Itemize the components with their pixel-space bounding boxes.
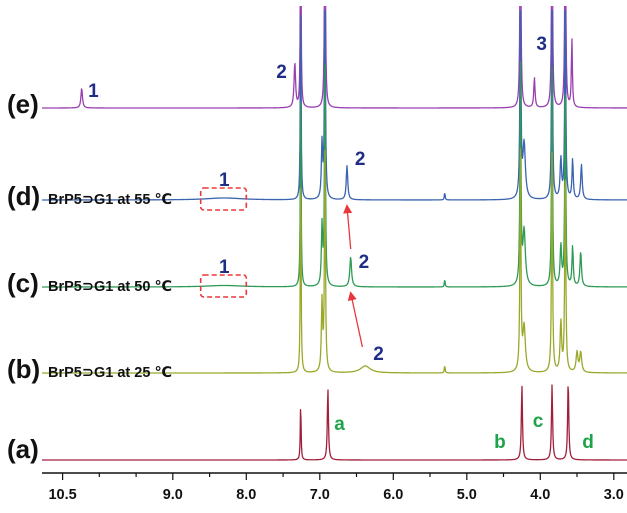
traces-layer <box>41 6 627 461</box>
x-tick-label: 4.0 <box>530 487 550 503</box>
trace-label-c: (c) <box>7 268 39 298</box>
x-tick-label: 6.0 <box>383 487 403 503</box>
x-tick-label: 3.0 <box>604 487 624 503</box>
trace-label-e: (e) <box>7 89 39 119</box>
x-axis: 10.5 9.0 8.0 7.0 6.0 5.0 4.0 3.0 <box>42 472 627 503</box>
x-tick-label: 5.0 <box>457 487 477 503</box>
x-tick-label: 9.0 <box>163 487 183 503</box>
assignment-label-d: d <box>582 432 594 453</box>
peak-number-d-2: 2 <box>355 149 366 170</box>
trace-condition-d: BrP5⊃G1 at 55 ℃ <box>48 192 172 208</box>
trace-labels: (e) (d) BrP5⊃G1 at 55 ℃ (c) BrP5⊃G1 at 50 ℃ (… <box>7 89 172 464</box>
assignment-label-b: b <box>494 432 506 453</box>
spectrum-trace-a <box>41 384 627 461</box>
peak-number-c-1: 1 <box>219 257 230 278</box>
trace-condition-b: BrP5⊃G1 at 25 ℃ <box>48 365 172 381</box>
peak-number-e-1: 1 <box>88 81 99 102</box>
trace-label-b: (b) <box>7 354 40 384</box>
spectrum-trace-d <box>41 10 627 201</box>
peak-number-e-2: 2 <box>276 62 287 83</box>
shift-arrow-b-to-c <box>347 291 364 348</box>
annotations-layer: 1 2 3 1 2 1 2 2 a b c d <box>88 34 594 453</box>
shift-arrow-c-to-d <box>343 204 353 250</box>
dashed-box-c <box>199 274 248 298</box>
x-tick-label: 10.5 <box>48 487 76 503</box>
spectrum-trace-c <box>41 60 627 288</box>
x-tick-label: 8.0 <box>236 487 256 503</box>
peak-number-d-1: 1 <box>219 170 230 191</box>
spectrum-trace-b <box>41 148 627 374</box>
assignment-label-c: c <box>533 411 544 432</box>
assignment-label-a: a <box>334 414 345 435</box>
spectrum-trace-e <box>41 6 627 109</box>
peak-number-b-2: 2 <box>373 344 384 365</box>
trace-label-a: (a) <box>7 434 39 464</box>
trace-condition-c: BrP5⊃G1 at 50 ℃ <box>48 279 172 295</box>
dashed-box-d <box>199 187 248 211</box>
peak-number-e-3: 3 <box>536 34 547 55</box>
x-tick-label: 7.0 <box>310 487 330 503</box>
peak-number-c-2: 2 <box>359 252 370 273</box>
trace-label-d: (d) <box>7 181 40 211</box>
